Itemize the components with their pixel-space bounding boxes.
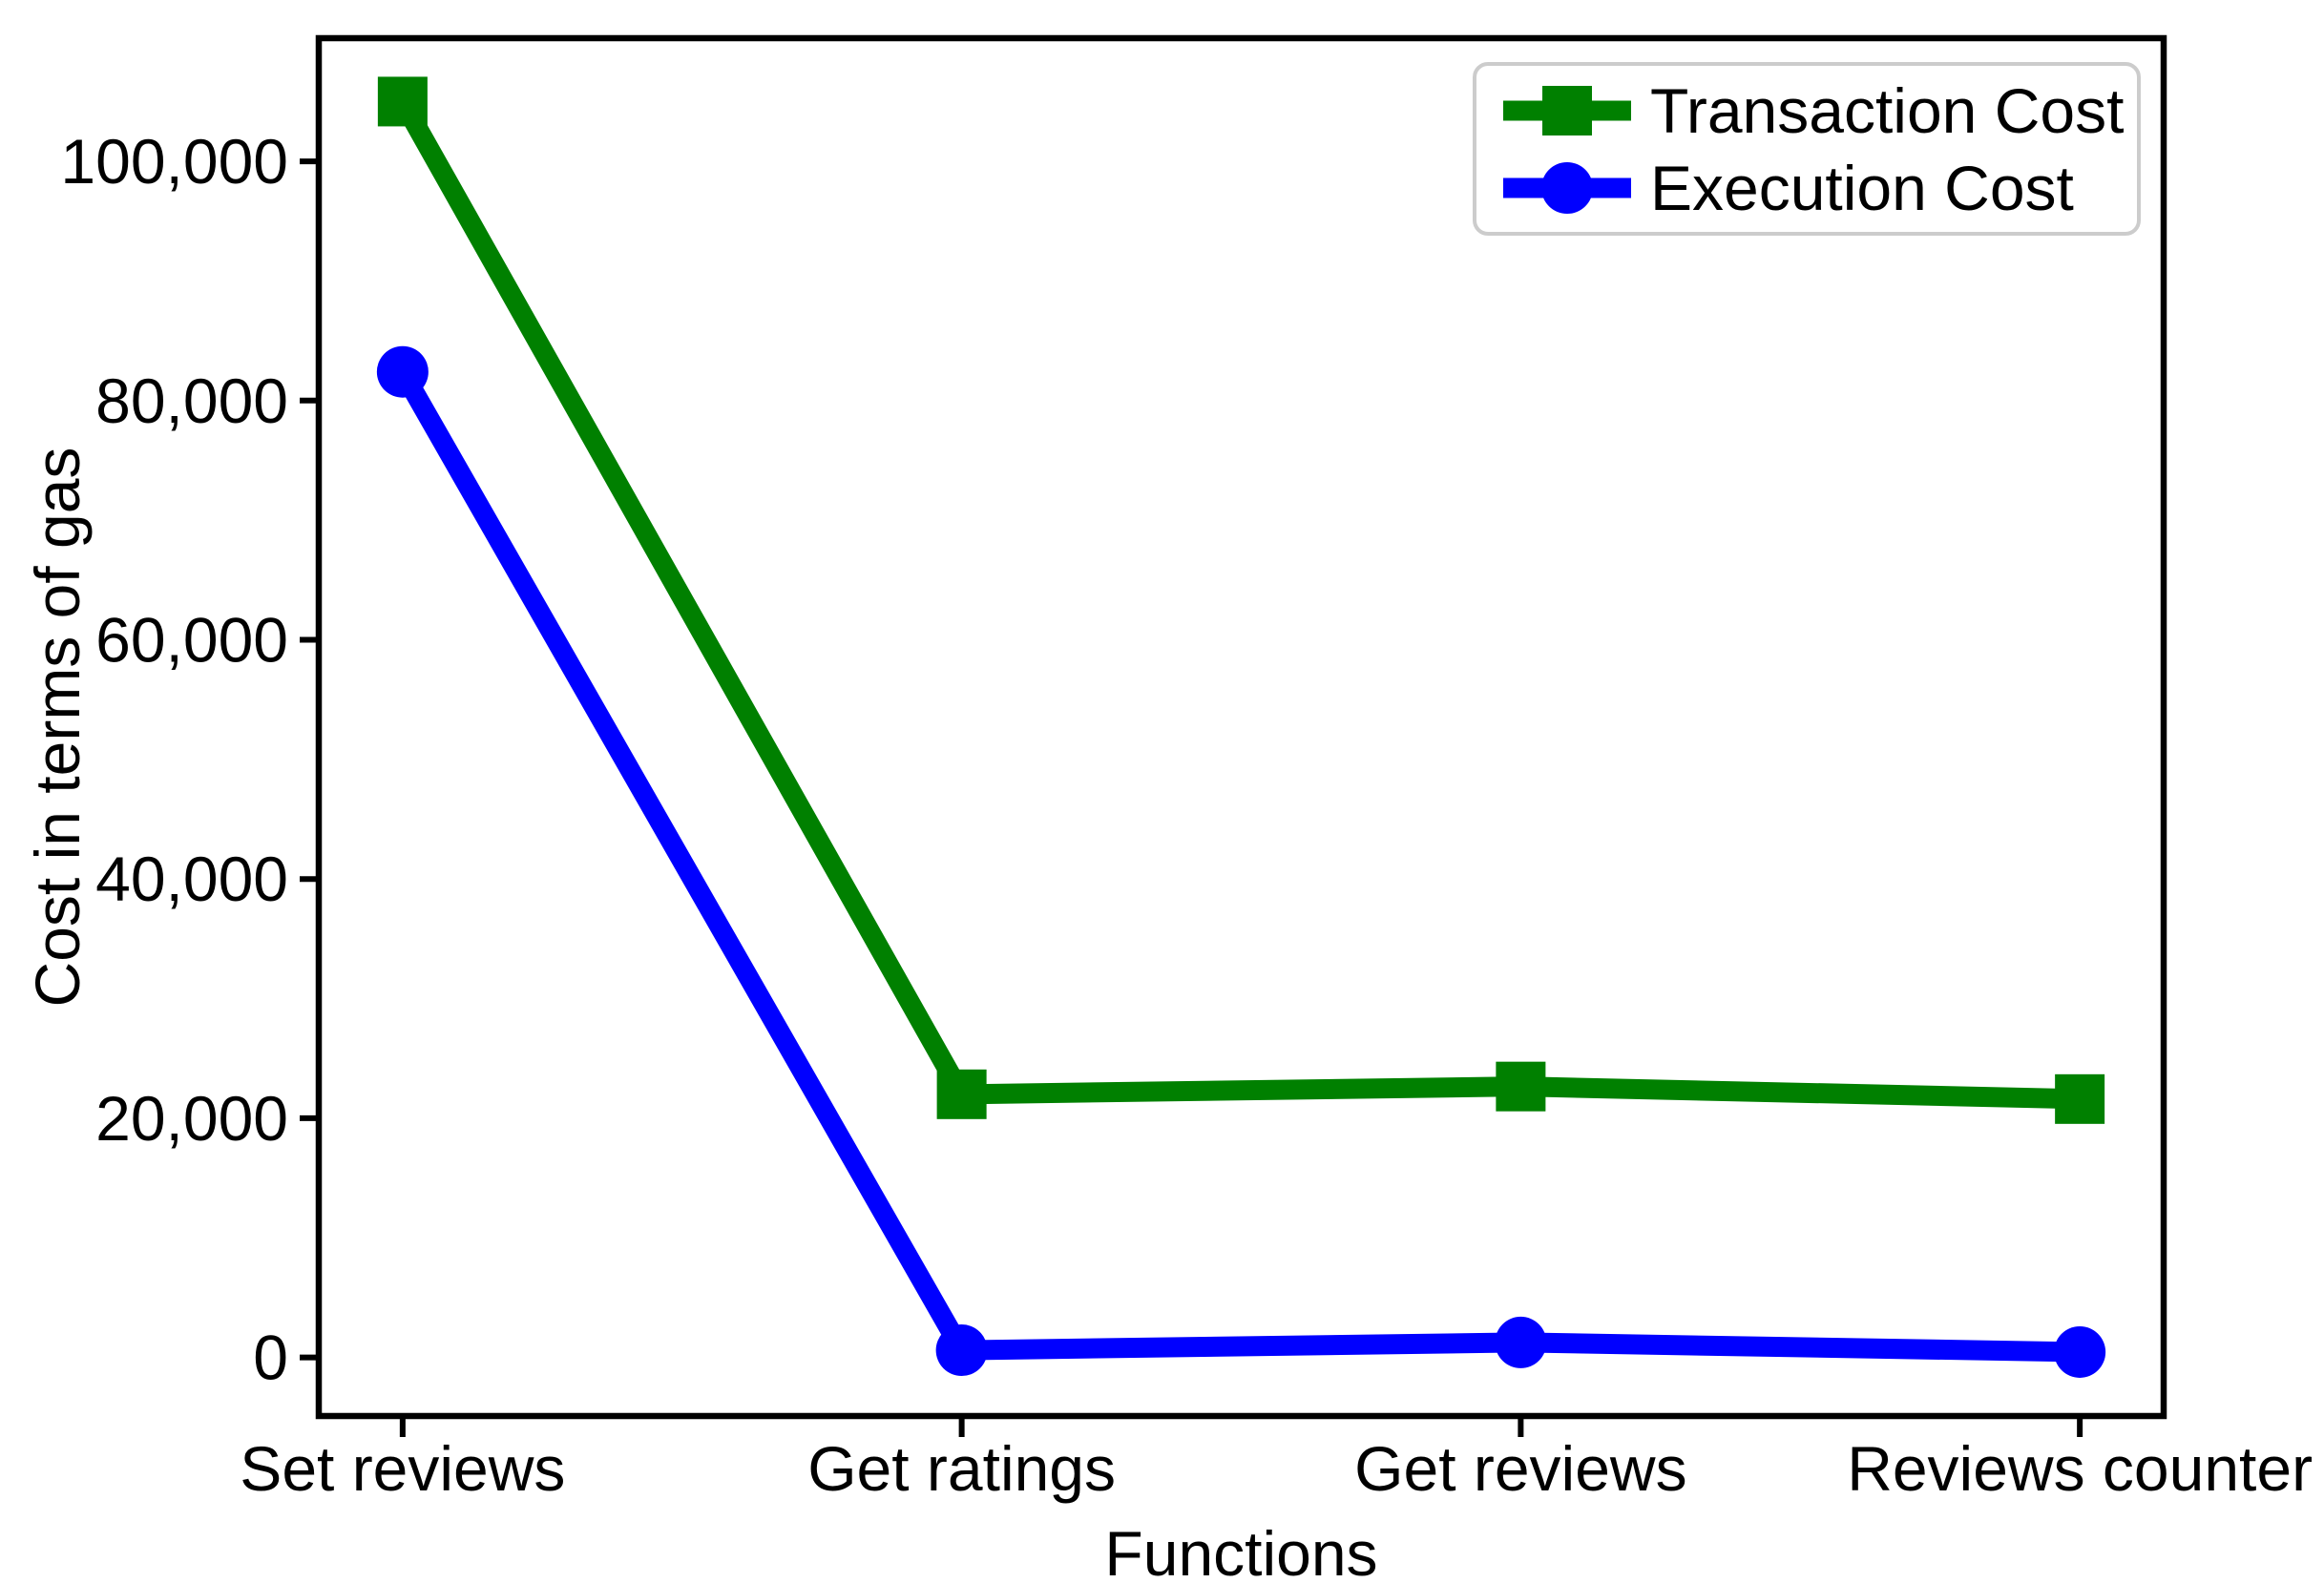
legend-square-marker	[1542, 85, 1592, 135]
data-point-circle	[935, 1324, 988, 1377]
legend-marker-square-icon	[1503, 85, 1631, 135]
plot-border	[315, 34, 2167, 1420]
series-line-0	[393, 96, 2081, 1110]
legend-marker-circle-icon	[1503, 161, 1631, 214]
data-point-square	[1496, 1061, 1546, 1112]
x-tick-label: Get ratings	[807, 1433, 1116, 1504]
legend-label-execution-cost: Execution Cost	[1650, 152, 2074, 223]
legend-circle-marker	[1541, 161, 1593, 214]
x-tick-label: Set reviews	[240, 1433, 565, 1504]
x-tick-label: Reviews counter	[1847, 1433, 2313, 1504]
y-tick-label: 100,000	[60, 126, 288, 197]
data-point-square	[936, 1069, 987, 1119]
legend-entry-transaction-cost: Transaction Cost	[1496, 72, 2124, 149]
x-axis-title: Functions	[1104, 1518, 1378, 1583]
legend: Transaction Cost Execution Cost	[1473, 62, 2141, 236]
data-point-square	[377, 76, 428, 127]
data-point-circle	[1495, 1316, 1547, 1368]
y-tick-label: 80,000	[95, 365, 288, 436]
legend-entry-execution-cost: Execution Cost	[1496, 149, 2118, 226]
y-tick-label: 40,000	[95, 844, 288, 914]
data-point-circle	[2054, 1325, 2106, 1378]
y-tick-label: 0	[253, 1323, 288, 1393]
y-tick-label: 60,000	[95, 604, 288, 675]
y-axis-title: Cost in terms of gas	[22, 447, 93, 1008]
legend-label-transaction-cost: Transaction Cost	[1650, 74, 2125, 146]
data-point-circle	[376, 345, 429, 398]
x-tick-label: Get reviews	[1354, 1433, 1686, 1504]
data-point-square	[2055, 1073, 2105, 1124]
series-line-1	[393, 366, 2081, 1363]
y-tick-label: 20,000	[95, 1083, 288, 1154]
